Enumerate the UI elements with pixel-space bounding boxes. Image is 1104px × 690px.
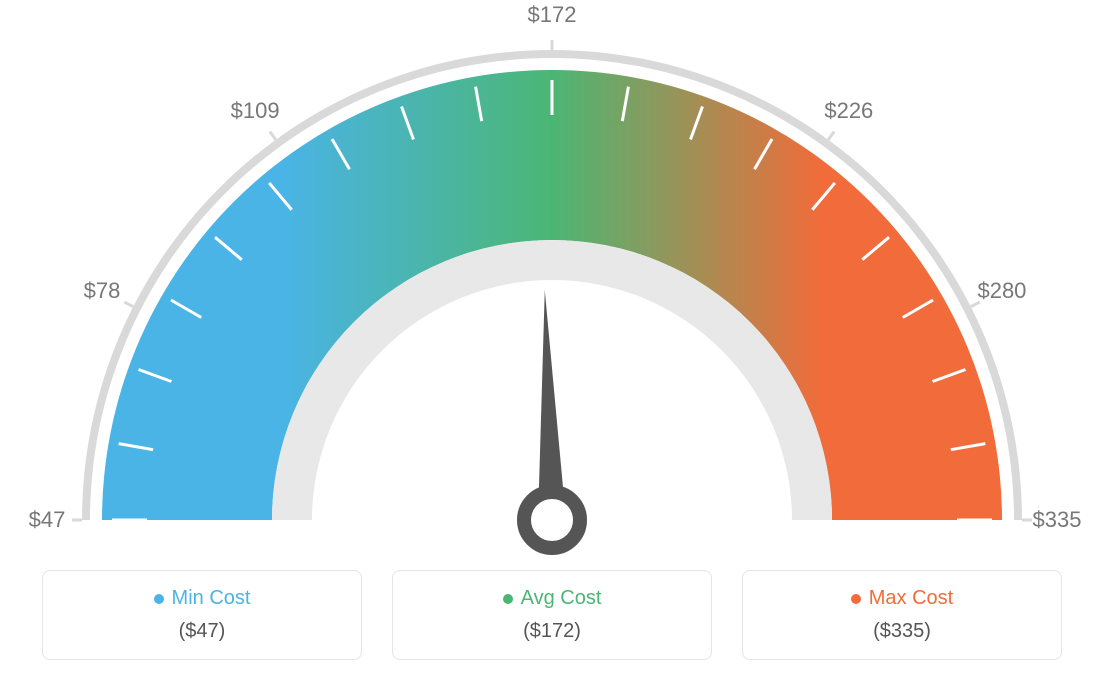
gauge-tick-label: $226 (824, 98, 873, 124)
dot-icon (503, 594, 513, 604)
legend-value-min: ($47) (63, 620, 341, 643)
legend-label-min: Min Cost (154, 587, 251, 610)
legend-label-max: Max Cost (851, 587, 953, 610)
gauge-tick-label: $280 (977, 278, 1026, 304)
legend-box-max: Max Cost ($335) (742, 570, 1062, 660)
legend-label-avg: Avg Cost (503, 587, 602, 610)
dot-icon (851, 594, 861, 604)
gauge-tick-label: $47 (29, 507, 66, 533)
gauge-tick-label: $109 (231, 98, 280, 124)
legend-value-max: ($335) (763, 620, 1041, 643)
legend-label-text: Max Cost (869, 587, 953, 610)
legend-box-min: Min Cost ($47) (42, 570, 362, 660)
dot-icon (154, 594, 164, 604)
gauge-tick-label: $78 (84, 278, 121, 304)
legend-value-avg: ($172) (413, 620, 691, 643)
legend-label-text: Min Cost (172, 587, 251, 610)
gauge-container: $47 $78 $109 $172 $226 $280 $335 (0, 0, 1104, 560)
gauge-tick-label: $335 (1033, 507, 1082, 533)
gauge-svg (0, 0, 1104, 560)
legend-label-text: Avg Cost (521, 587, 602, 610)
gauge-tick-label: $172 (528, 2, 577, 28)
legend-box-avg: Avg Cost ($172) (392, 570, 712, 660)
legend-row: Min Cost ($47) Avg Cost ($172) Max Cost … (0, 570, 1104, 660)
